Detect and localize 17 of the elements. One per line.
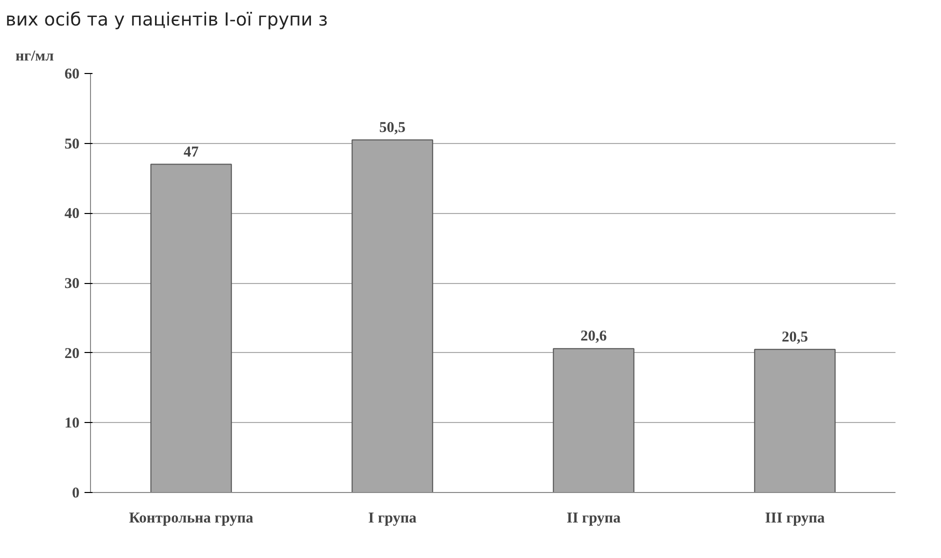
y-tick-label: 50 <box>64 136 80 152</box>
x-tick-label: ІІІ група <box>764 510 826 526</box>
text: вих осіб та у пацієнтів І-ої групи з <box>6 10 328 30</box>
data-label: 20,6 <box>580 328 608 345</box>
y-tick-label: 60 <box>64 66 80 82</box>
data-label: 20,5 <box>782 329 808 346</box>
x-tick-label: І група <box>368 510 417 526</box>
y-tick-label: 0 <box>72 486 80 502</box>
x-tick-label: Контрольна група <box>128 510 254 526</box>
data-label: 50,5 <box>379 120 406 136</box>
y-tick-label: 40 <box>64 206 80 222</box>
x-tick-label: ІІ група <box>566 510 622 526</box>
y-tick-label: 20 <box>64 346 80 362</box>
y-axis-title: нг/мл <box>16 48 54 64</box>
data-label: 47 <box>184 144 200 160</box>
y-tick-label: 10 <box>64 416 80 432</box>
y-tick-label: 30 <box>64 276 80 292</box>
